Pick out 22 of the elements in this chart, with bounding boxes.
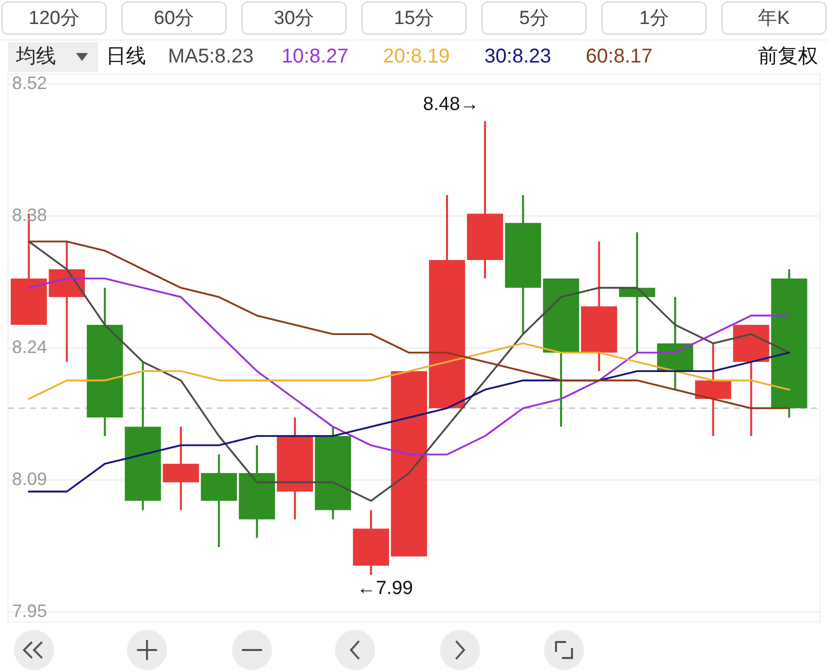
text: 15分 bbox=[394, 8, 434, 30]
annotation: 8.48→ bbox=[423, 94, 480, 116]
text: 1分 bbox=[639, 8, 669, 30]
text: MA5:8.23 bbox=[168, 45, 254, 68]
text: 年K bbox=[758, 8, 790, 30]
y-tick-label: 8.52 bbox=[12, 72, 48, 93]
text: 120分 bbox=[28, 8, 80, 30]
y-tick-label: 8.24 bbox=[12, 336, 48, 357]
text: 60分 bbox=[154, 8, 194, 30]
text: 30分 bbox=[274, 8, 314, 30]
y-tick-label: 8.09 bbox=[12, 468, 48, 489]
text: 10:8.27 bbox=[282, 45, 348, 68]
y-tick-label: 7.95 bbox=[12, 600, 48, 621]
text: 20:8.19 bbox=[383, 45, 450, 68]
text: 均线 bbox=[15, 45, 56, 68]
text: 5分 bbox=[519, 8, 549, 30]
y-tick-label: 8.38 bbox=[12, 204, 48, 225]
text: 30:8.23 bbox=[484, 45, 552, 68]
annotation: ←7.99 bbox=[356, 578, 413, 599]
text: 日线 bbox=[106, 45, 146, 68]
text: 60:8.17 bbox=[586, 45, 653, 68]
text: 前复权 bbox=[758, 45, 818, 68]
